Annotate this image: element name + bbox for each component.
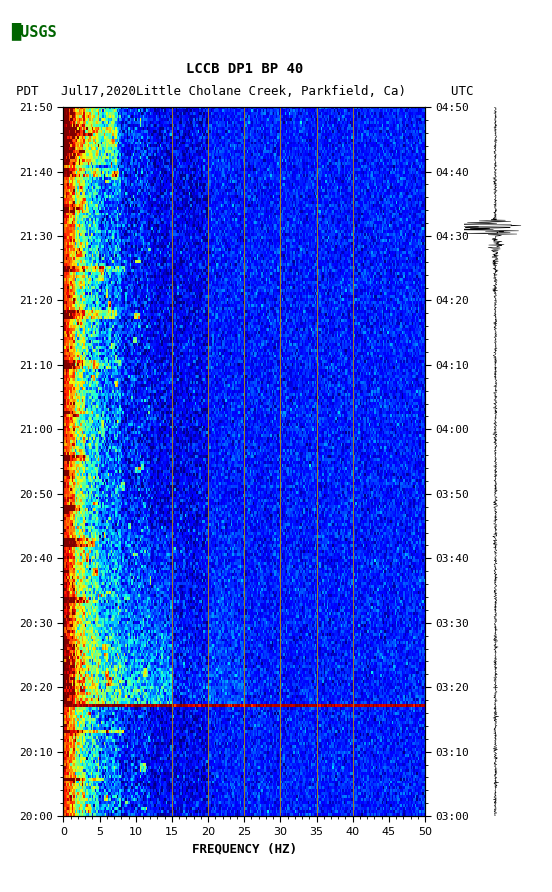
Text: PDT   Jul17,2020Little Cholane Creek, Parkfield, Ca)      UTC: PDT Jul17,2020Little Cholane Creek, Park… (15, 85, 473, 98)
Text: █USGS: █USGS (11, 22, 57, 40)
X-axis label: FREQUENCY (HZ): FREQUENCY (HZ) (192, 842, 297, 855)
Text: LCCB DP1 BP 40: LCCB DP1 BP 40 (185, 62, 303, 76)
